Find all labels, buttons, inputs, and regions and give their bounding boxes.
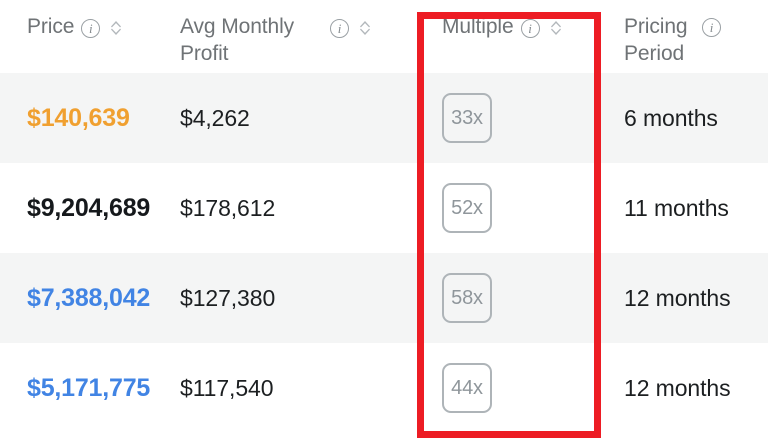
cell-price: $7,388,042	[27, 283, 151, 312]
listings-table: Price i	[0, 0, 768, 433]
cell-pricing-period: 12 months	[624, 374, 731, 401]
info-circle-icon[interactable]: i	[330, 18, 349, 38]
sort-updown-icon[interactable]	[549, 18, 563, 38]
cell-price: $140,639	[27, 103, 130, 132]
table-row[interactable]: $5,171,775 $117,540 44x 12 months	[0, 343, 768, 433]
column-header-multiple-label: Multiple	[442, 15, 514, 38]
column-header-price[interactable]: Price i	[0, 0, 180, 73]
multiple-badge: 58x	[442, 273, 492, 323]
cell-avg-monthly-profit: $127,380	[180, 284, 276, 311]
table-row[interactable]: $140,639 $4,262 33x 6 months	[0, 73, 768, 163]
table-header: Price i	[0, 0, 768, 73]
table-header-row: Price i	[0, 0, 768, 73]
table-row[interactable]: $7,388,042 $127,380 58x 12 months	[0, 253, 768, 343]
cell-pricing-period: 11 months	[624, 194, 729, 221]
multiple-badge: 44x	[442, 363, 492, 413]
multiple-badge: 33x	[442, 93, 492, 143]
table-body: $140,639 $4,262 33x 6 months $9,204,689 …	[0, 73, 768, 433]
cell-pricing-period: 12 months	[624, 284, 731, 311]
column-header-pricing-period-label: Pricing Period	[624, 15, 688, 65]
cell-price: $5,171,775	[27, 373, 151, 402]
multiple-badge: 52x	[442, 183, 492, 233]
cell-avg-monthly-profit: $4,262	[180, 104, 250, 131]
cell-multiple: 52x	[418, 163, 600, 253]
column-header-price-label: Price	[27, 15, 75, 38]
cell-price: $9,204,689	[27, 193, 151, 222]
column-header-avg-monthly-profit[interactable]: Avg Monthly Profit i	[180, 0, 418, 73]
column-header-avg-monthly-profit-label: Avg Monthly Profit	[180, 15, 295, 65]
table-row[interactable]: $9,204,689 $178,612 52x 11 months	[0, 163, 768, 253]
sort-updown-icon[interactable]	[109, 18, 123, 38]
cell-avg-monthly-profit: $178,612	[180, 194, 276, 221]
cell-avg-monthly-profit: $117,540	[180, 374, 274, 401]
cell-multiple: 58x	[418, 253, 600, 343]
sort-updown-icon[interactable]	[358, 18, 372, 38]
info-circle-icon[interactable]: i	[81, 18, 101, 38]
cell-pricing-period: 6 months	[624, 104, 718, 131]
column-header-multiple[interactable]: Multiple i	[418, 0, 600, 73]
info-circle-icon[interactable]: i	[702, 18, 721, 37]
info-circle-icon[interactable]: i	[520, 18, 540, 38]
column-header-pricing-period[interactable]: Pricing Period i	[600, 0, 768, 73]
cell-multiple: 44x	[418, 343, 600, 433]
cell-multiple: 33x	[418, 73, 600, 163]
